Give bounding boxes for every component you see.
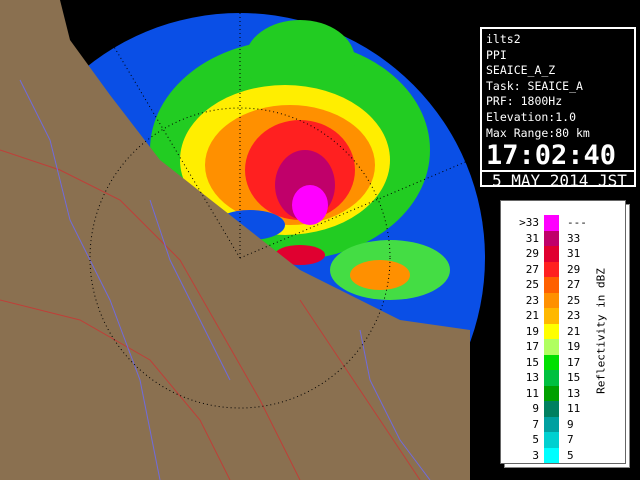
legend-label-high: 7 xyxy=(567,433,574,446)
info-line: SEAICE_A_Z xyxy=(486,63,556,78)
legend-label-high: 17 xyxy=(567,355,581,369)
legend-label-high: 13 xyxy=(567,386,581,400)
legend-label-low: 13 xyxy=(525,371,539,384)
legend-row: 13 15 xyxy=(501,370,601,386)
legend-swatch xyxy=(544,246,559,262)
legend-row: 9 11 xyxy=(501,401,601,417)
legend-row: 17 19 xyxy=(501,339,601,355)
legend-label-high: 33 xyxy=(567,231,581,245)
legend-label-high: 31 xyxy=(567,247,581,260)
legend-label-low: 27 xyxy=(525,262,539,276)
legend-row: >33 --- xyxy=(501,215,601,231)
info-line: Max Range:80 km xyxy=(486,125,590,140)
legend-label-high: 23 xyxy=(567,309,581,322)
legend-swatch xyxy=(544,339,559,355)
legend-row: 19 21 xyxy=(501,323,601,339)
legend-label-low: 17 xyxy=(525,340,539,353)
time: 17:02:40 xyxy=(486,140,617,172)
legend-label-low: 7 xyxy=(532,417,539,431)
legend-row: 25 27 xyxy=(501,277,601,293)
date: 5 MAY 2014 JST xyxy=(482,170,634,189)
info-line: ilts2 xyxy=(486,32,521,46)
legend-label-high: 19 xyxy=(567,340,581,353)
legend-swatch xyxy=(544,370,559,386)
legend-label-low: 3 xyxy=(532,448,539,462)
legend-row: 29 31 xyxy=(501,246,601,262)
rivers xyxy=(19,79,431,480)
info-line: PRF: 1800Hz xyxy=(486,94,563,109)
echoes xyxy=(150,20,450,300)
legend-swatch xyxy=(544,230,559,246)
legend-row: 27 29 xyxy=(501,261,601,277)
legend-swatch xyxy=(544,401,559,417)
legend-swatch xyxy=(544,447,559,463)
legend-label-high: 5 xyxy=(567,448,574,462)
info-line: PPI xyxy=(486,47,507,62)
legend-label-high: --- xyxy=(567,216,587,229)
legend-row: 11 13 xyxy=(501,385,601,401)
legend-swatch xyxy=(544,277,559,293)
legend-swatch xyxy=(544,416,559,432)
info-line: Elevation:1.0 xyxy=(486,109,577,124)
legend-label-low: >33 xyxy=(519,216,539,229)
legend-label-high: 9 xyxy=(567,417,574,431)
legend-swatch xyxy=(544,354,559,370)
legend-label-high: 29 xyxy=(567,262,581,276)
legend: Reflectivity in dBZ >33 --- 31 33 29 31 27 29 25… xyxy=(500,200,626,464)
info-line: Task: SEAICE_A xyxy=(486,78,583,93)
legend-row: 31 33 xyxy=(501,230,601,246)
info-panel: ilts2 PPI SEAICE_A_Z Task: SEAICE_A PRF: 180… xyxy=(480,27,636,189)
legend-swatch xyxy=(544,308,559,324)
borders xyxy=(0,149,421,480)
legend-row: 23 25 xyxy=(501,292,601,308)
legend-label-low: 15 xyxy=(525,355,539,369)
legend-swatch xyxy=(544,292,559,308)
terrain xyxy=(0,0,470,480)
legend-label-low: 25 xyxy=(525,278,539,291)
legend-label-low: 31 xyxy=(525,231,539,245)
legend-label-high: 27 xyxy=(567,278,581,291)
legend-label-high: 15 xyxy=(567,371,581,384)
legend-label-low: 11 xyxy=(525,386,539,400)
legend-swatch xyxy=(544,323,559,339)
legend-swatch xyxy=(544,215,559,231)
legend-row: 21 23 xyxy=(501,308,601,324)
legend-row: 15 17 xyxy=(501,354,601,370)
legend-label-low: 21 xyxy=(525,309,539,322)
legend-label-high: 11 xyxy=(567,402,581,415)
legend-label-low: 29 xyxy=(525,247,539,260)
legend-label-low: 9 xyxy=(532,402,539,415)
legend-label-high: 21 xyxy=(567,324,581,338)
range-rings xyxy=(89,13,471,409)
legend-label-high: 25 xyxy=(567,293,581,307)
legend-swatch xyxy=(544,261,559,277)
legend-label-low: 23 xyxy=(525,293,539,307)
legend-label-low: 19 xyxy=(525,324,539,338)
legend-label-low: 5 xyxy=(532,433,539,446)
legend-swatch xyxy=(544,385,559,401)
legend-swatch xyxy=(544,432,559,448)
